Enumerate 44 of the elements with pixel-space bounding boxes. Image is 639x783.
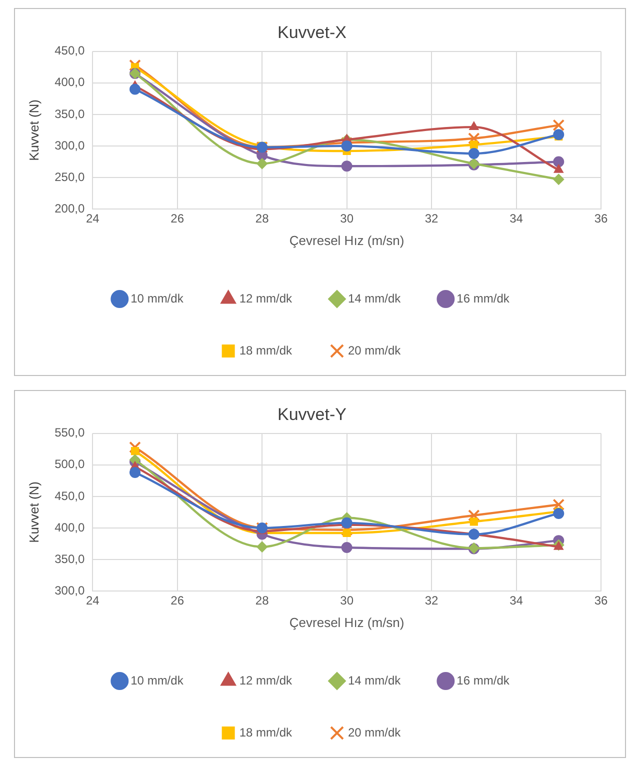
legend-label: 18 mm/dk [239,343,293,358]
y-tick-label: 300,0 [54,138,85,152]
y-tick-label: 300,0 [54,583,85,598]
chart-title: Kuvvet-Y [278,404,346,424]
x-tick-label: 34 [510,594,524,608]
y-tick-label: 550,0 [54,426,85,440]
legend-label: 18 mm/dk [239,725,293,740]
x-tick-label: 32 [424,212,439,226]
x-axis-title: Çevresel Hız (m/sn) [289,614,404,630]
y-tick-label: 450,0 [54,44,85,58]
x-tick-label: 26 [170,212,184,226]
x-tick-label: 34 [510,212,524,226]
y-tick-label: 400,0 [54,75,85,90]
y-tick-label: 500,0 [54,457,85,472]
x-tick-label: 30 [340,212,354,226]
y-axis-title: Kuvvet (N) [26,481,42,543]
x-tick-label: 24 [86,594,100,608]
x-tick-label: 28 [255,212,270,226]
x-tick-label: 26 [170,594,184,608]
legend-label: 10 mm/dk [130,291,184,306]
x-tick-label: 28 [255,594,270,608]
legend-label: 16 mm/dk [456,673,510,688]
y-tick-label: 350,0 [54,106,85,121]
legend-label: 10 mm/dk [130,673,184,688]
y-tick-label: 200,0 [54,201,85,216]
x-tick-label: 32 [424,594,439,608]
y-tick-label: 350,0 [54,552,85,566]
y-tick-label: 400,0 [54,520,85,534]
y-axis-title: Kuvvet (N) [26,99,42,161]
x-tick-label: 24 [86,212,100,226]
x-tick-label: 30 [340,594,354,608]
legend-label: 16 mm/dk [456,291,510,306]
y-tick-label: 250,0 [54,170,85,184]
chart-title: Kuvvet-X [278,22,346,42]
legend-label: 14 mm/dk [348,673,402,688]
x-tick-label: 36 [594,594,608,608]
y-tick-label: 450,0 [54,488,85,503]
x-tick-label: 36 [594,212,608,226]
x-axis-title: Çevresel Hız (m/sn) [289,232,404,248]
legend-label: 12 mm/dk [239,673,293,688]
legend-label: 14 mm/dk [348,291,402,306]
legend-label: 20 mm/dk [348,343,402,358]
legend-label: 20 mm/dk [348,725,402,740]
legend-label: 12 mm/dk [239,291,293,306]
